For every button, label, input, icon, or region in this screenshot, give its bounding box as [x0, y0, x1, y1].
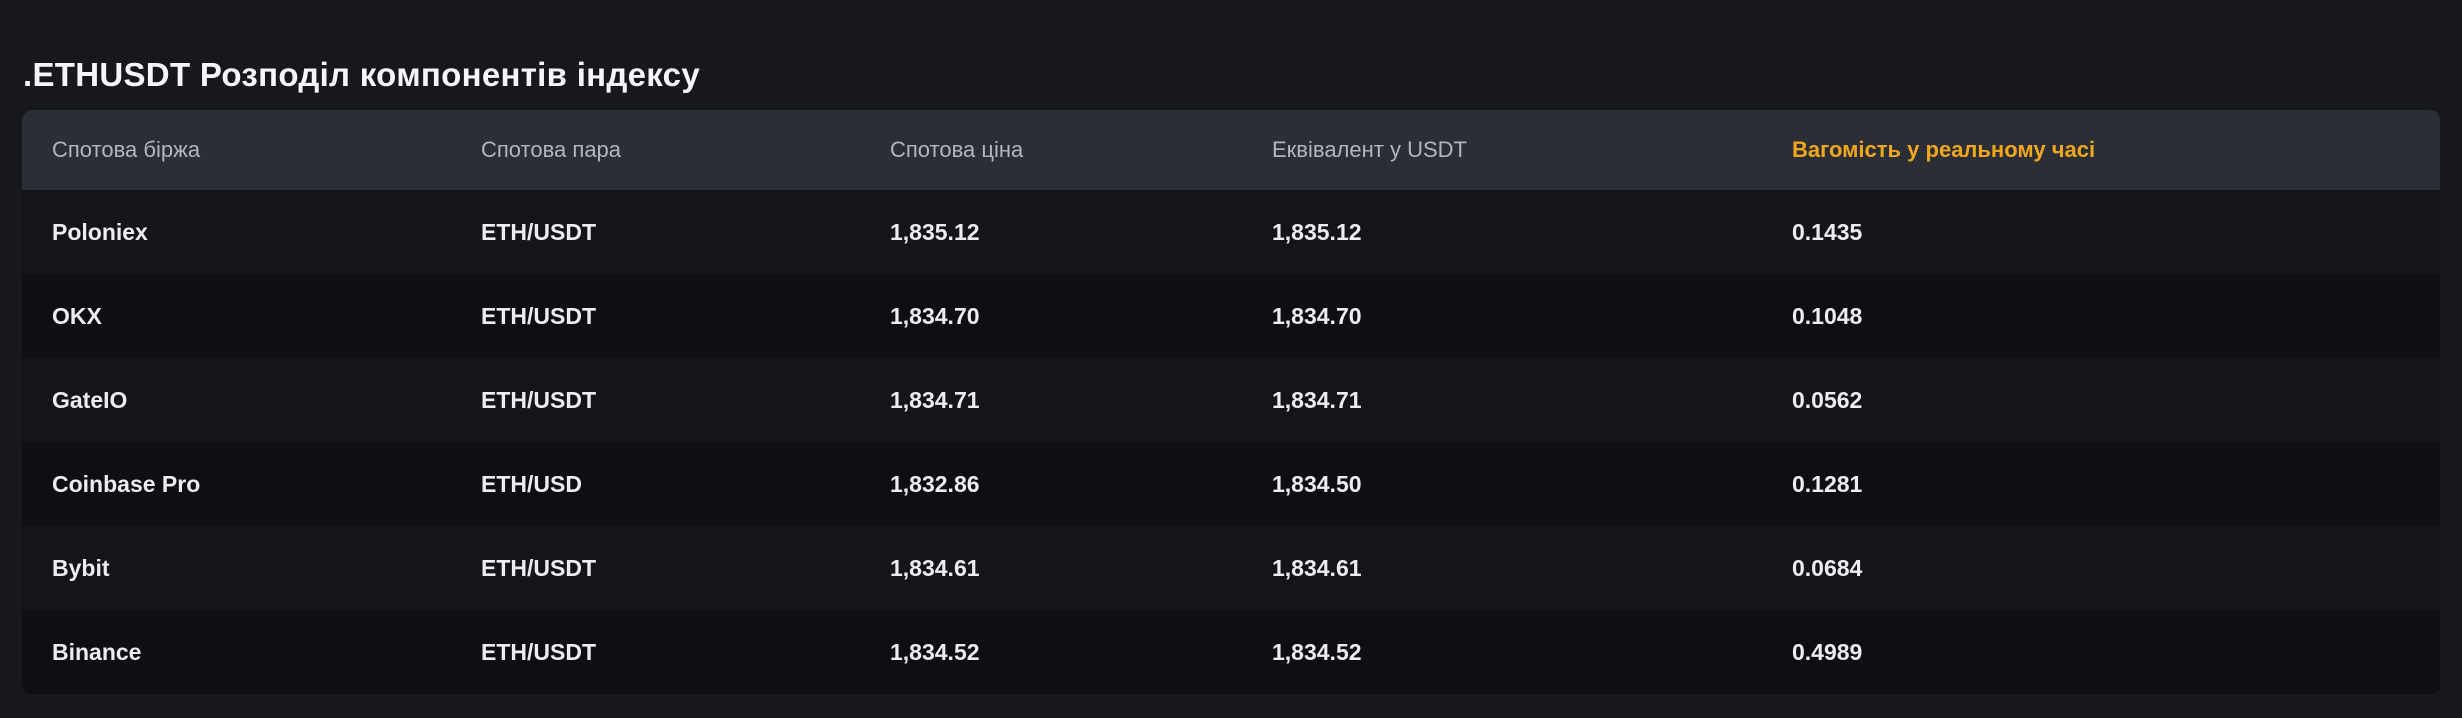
cell-weight: 0.0562 — [1792, 386, 1863, 413]
page-title: .ETHUSDT Розподіл компонентів індексу — [23, 56, 700, 94]
table-row: GateIO ETH/USDT 1,834.71 1,834.71 0.0562 — [22, 358, 2440, 442]
cell-weight: 0.0684 — [1792, 554, 1863, 581]
table-row: Poloniex ETH/USDT 1,835.12 1,835.12 0.1435 — [22, 190, 2440, 274]
table-header-row: Спотова біржа Спотова пара Спотова ціна Екв… — [22, 110, 2440, 190]
cell-equivalent: 1,834.52 — [1272, 638, 1362, 665]
cell-weight: 0.4989 — [1792, 638, 1863, 665]
cell-price: 1,834.71 — [890, 386, 980, 413]
cell-pair: ETH/USDT — [481, 386, 596, 413]
cell-equivalent: 1,834.61 — [1272, 554, 1362, 581]
column-header-weight: Вагомість у реальному часі — [1792, 137, 2096, 162]
cell-equivalent: 1,834.70 — [1272, 302, 1362, 329]
cell-exchange: Binance — [52, 638, 142, 665]
cell-equivalent: 1,834.50 — [1272, 470, 1362, 497]
table-row: OKX ETH/USDT 1,834.70 1,834.70 0.1048 — [22, 274, 2440, 358]
cell-weight: 0.1435 — [1792, 218, 1863, 245]
column-header-exchange: Спотова біржа — [52, 137, 201, 162]
cell-pair: ETH/USDT — [481, 218, 596, 245]
table-body: Poloniex ETH/USDT 1,835.12 1,835.12 0.1435 OK… — [22, 190, 2440, 694]
cell-price: 1,834.70 — [890, 302, 980, 329]
cell-weight: 0.1281 — [1792, 470, 1863, 497]
cell-pair: ETH/USD — [481, 470, 582, 497]
cell-equivalent: 1,835.12 — [1272, 218, 1362, 245]
cell-exchange: OKX — [52, 302, 102, 329]
column-header-price: Спотова ціна — [890, 137, 1024, 162]
cell-exchange: GateIO — [52, 386, 128, 413]
cell-equivalent: 1,834.71 — [1272, 386, 1362, 413]
column-header-pair: Спотова пара — [481, 137, 622, 162]
cell-price: 1,834.61 — [890, 554, 980, 581]
table-row: Coinbase Pro ETH/USD 1,832.86 1,834.50 0.128… — [22, 442, 2440, 526]
table-row: Binance ETH/USDT 1,834.52 1,834.52 0.4989 — [22, 610, 2440, 694]
cell-pair: ETH/USDT — [481, 554, 596, 581]
cell-price: 1,832.86 — [890, 470, 980, 497]
column-header-equivalent: Еквівалент у USDT — [1272, 137, 1467, 162]
cell-pair: ETH/USDT — [481, 302, 596, 329]
table-row: Bybit ETH/USDT 1,834.61 1,834.61 0.0684 — [22, 526, 2440, 610]
index-components-table: Спотова біржа Спотова пара Спотова ціна Екв… — [22, 110, 2440, 694]
cell-exchange: Coinbase Pro — [52, 470, 201, 497]
cell-pair: ETH/USDT — [481, 638, 596, 665]
cell-price: 1,835.12 — [890, 218, 980, 245]
cell-exchange: Poloniex — [52, 218, 148, 245]
cell-price: 1,834.52 — [890, 638, 980, 665]
cell-weight: 0.1048 — [1792, 302, 1863, 329]
cell-exchange: Bybit — [52, 554, 110, 581]
